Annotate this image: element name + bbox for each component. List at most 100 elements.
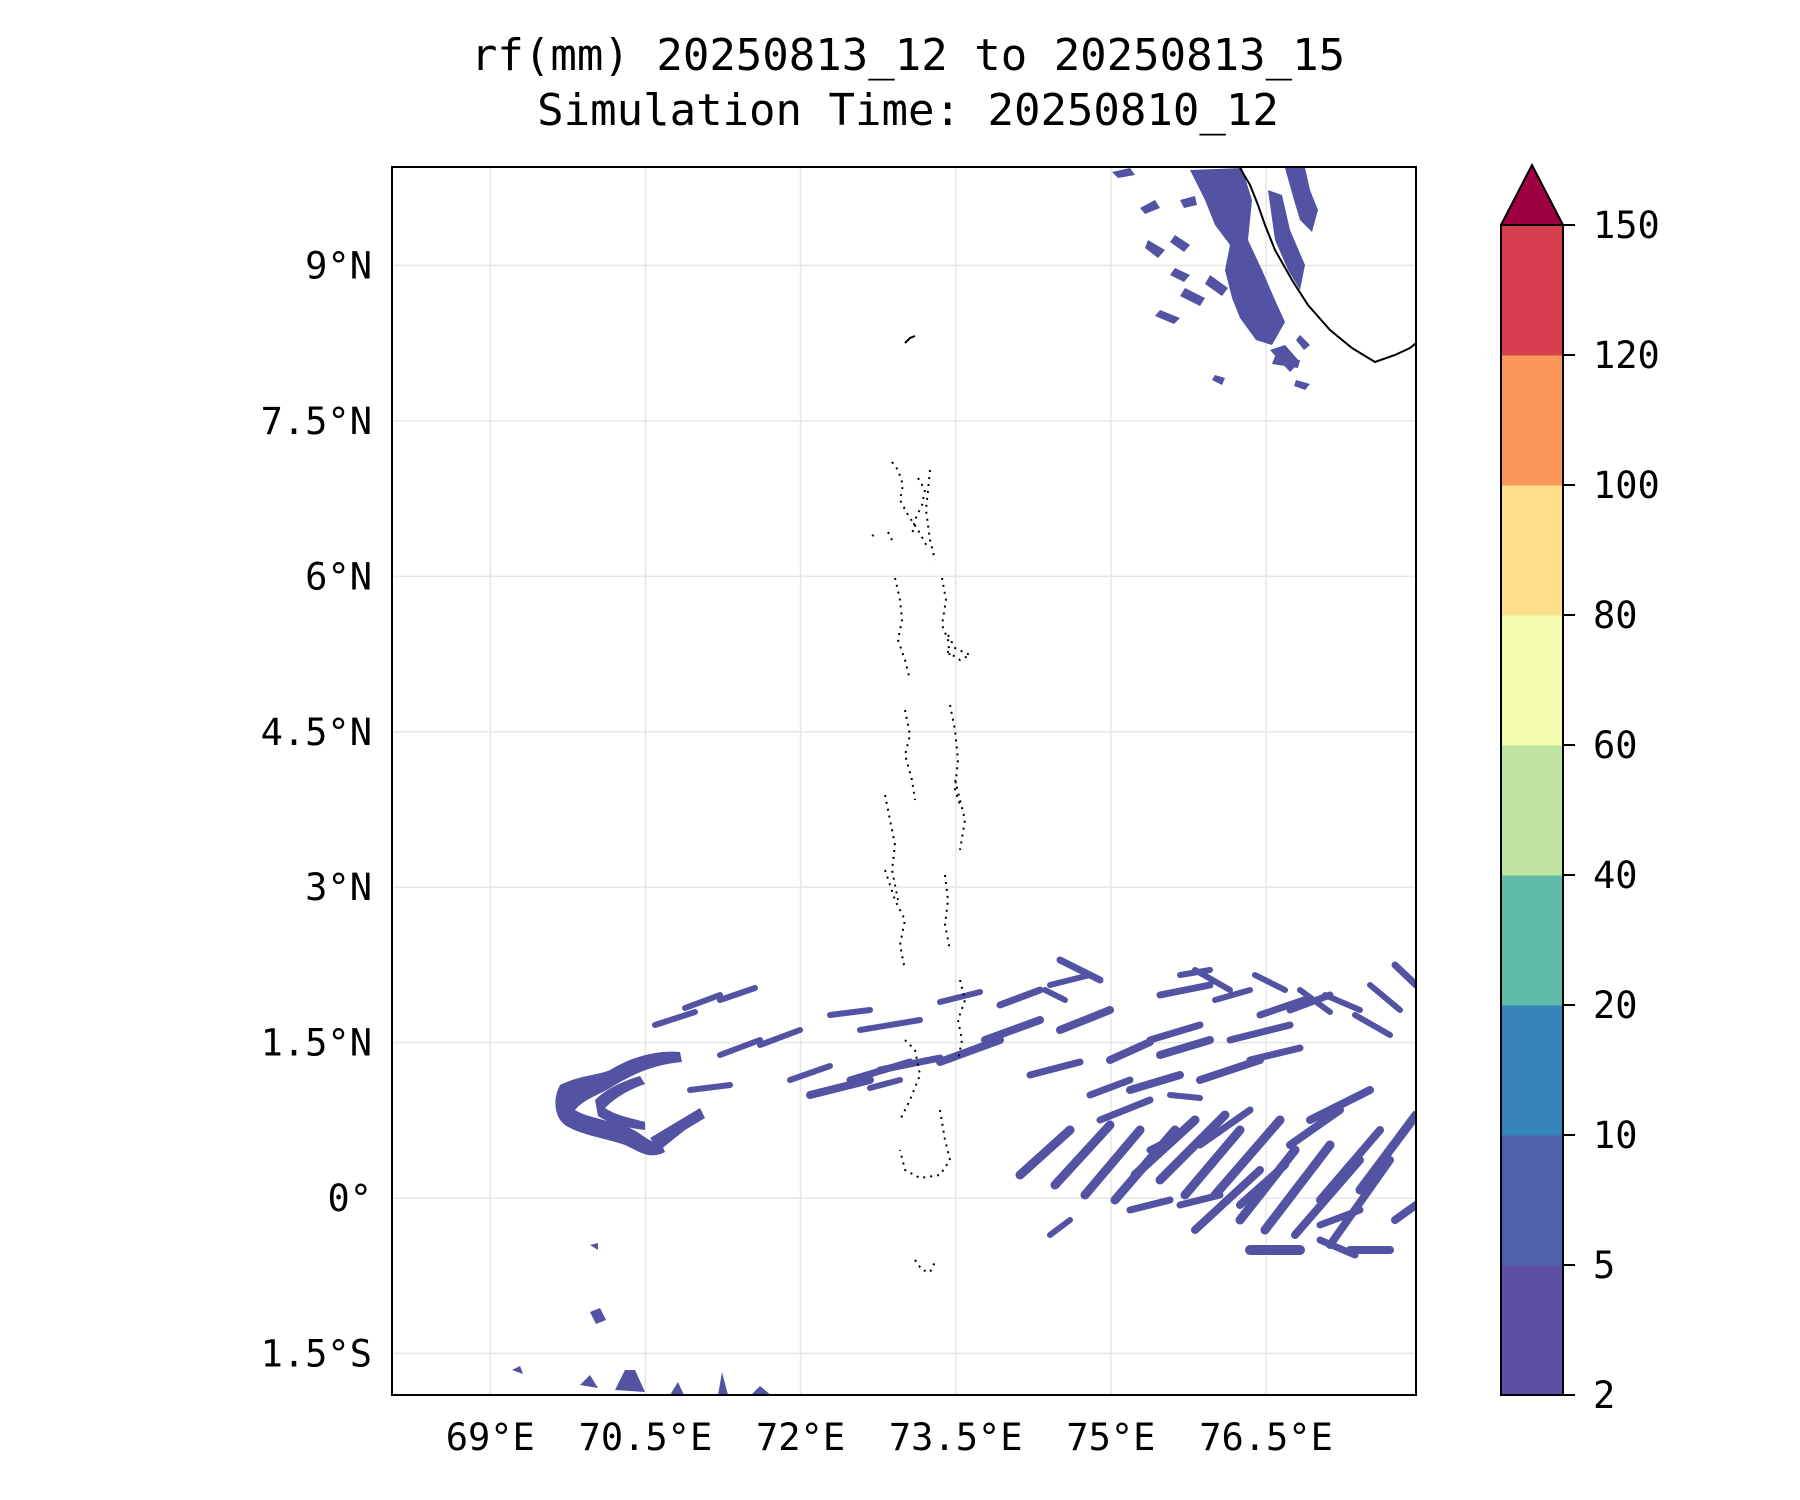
rain-streak (1297, 987, 1333, 1015)
rain-streak (1155, 1110, 1230, 1185)
rain-sw-5 (718, 1372, 728, 1395)
colorbar-tick-label: 10 (1593, 1114, 1638, 1157)
rain-streak (757, 1027, 803, 1048)
rain-streak (1196, 1106, 1254, 1149)
gridlines (392, 167, 1416, 1395)
rain-ring-inner (595, 1076, 645, 1130)
rain-streak (867, 1077, 903, 1091)
rain-streak (1056, 956, 1104, 984)
rain-streak (1080, 1125, 1145, 1200)
rain-streak (1236, 1161, 1289, 1209)
atoll (887, 531, 893, 541)
rain-streak (1326, 1156, 1394, 1249)
colorbar-bin (1501, 1265, 1563, 1396)
colorbar-extend-arrow (1501, 165, 1563, 225)
rain-sw-6 (752, 1386, 771, 1395)
rain-streak (1306, 1086, 1374, 1124)
atoll (884, 869, 907, 971)
atoll (924, 469, 936, 561)
colorbar-tick-label: 40 (1593, 854, 1638, 897)
rain-streak (876, 1054, 944, 1074)
rain-streak (1156, 1036, 1214, 1059)
rain-streak (1015, 1125, 1075, 1180)
rain-streak (652, 1009, 698, 1028)
rain-streak (1191, 1166, 1264, 1234)
colorbar-tick-label: 100 (1593, 464, 1660, 507)
rain-sw-4 (670, 1382, 684, 1395)
rain-streak (981, 1016, 1044, 1044)
rain-patch-ne-scatter-1 (1140, 200, 1160, 214)
rain-streak (1050, 1120, 1115, 1190)
colorbar-arrow-outline (1500, 162, 1564, 226)
rain-streak (1316, 1206, 1364, 1229)
colorbar-tick-label: 2 (1593, 1374, 1615, 1417)
colorbar-tick-label: 150 (1593, 204, 1660, 247)
rain-sw-8 (590, 1243, 598, 1250)
rain-streak (936, 1036, 1004, 1066)
y-tick-label: 9°N (305, 244, 372, 287)
rain-streak (937, 989, 983, 1005)
x-tick-label: 76.5°E (1199, 1416, 1333, 1459)
rain-patch-ne-scatter-6 (1180, 288, 1205, 306)
atoll (949, 704, 961, 806)
colorbar-tick-label: 120 (1593, 334, 1660, 377)
map-panel: 69°E 70.5°E 72°E 73.5°E 75°E 76.5°E 9°N 7.5°N 6… (261, 166, 1417, 1459)
y-tick-label: 7.5°N (261, 400, 372, 443)
x-axis-ticks: 69°E 70.5°E 72°E 73.5°E 75°E 76.5°E (446, 1416, 1333, 1459)
rain-streak (787, 1063, 833, 1083)
rain-streak (806, 1076, 874, 1099)
rain-streak (1352, 1012, 1393, 1038)
rain-streak (1212, 987, 1253, 1003)
rain-streak (1322, 992, 1363, 1013)
rain-streak (1252, 972, 1288, 993)
rain-patch-ne-scatter-7 (1155, 310, 1180, 324)
colorbar-tick-label: 60 (1593, 724, 1638, 767)
rain-streak (1096, 1096, 1154, 1124)
atoll (914, 1259, 936, 1274)
colorbar-bin (1501, 1135, 1563, 1266)
rain-streak (1180, 1125, 1245, 1200)
rain-streak (996, 986, 1044, 1009)
rain-patch-ne-scatter-9 (1212, 375, 1225, 385)
rain-band-streaks (652, 956, 1416, 1124)
colorbar-bin (1501, 1005, 1563, 1136)
island-north (904, 335, 916, 344)
title-line-1: rf(mm) 20250813_12 to 20250813_15 (471, 30, 1345, 81)
rainfall-contours (512, 168, 1416, 1395)
rain-ring-tail (650, 1108, 705, 1150)
rain-streak (1047, 972, 1093, 988)
rain-patch-ne-scatter-10 (1272, 356, 1300, 368)
rain-patch-ne-scatter-3 (1145, 240, 1165, 258)
x-tick-label: 72°E (756, 1416, 845, 1459)
rain-streak (682, 992, 723, 1011)
y-tick-label: 6°N (305, 555, 372, 598)
rain-streak (717, 1037, 763, 1058)
rain-streak (1286, 991, 1334, 1014)
rain-streak (1056, 1006, 1114, 1034)
atoll (899, 1109, 952, 1180)
atoll (954, 779, 967, 851)
rain-streak (1367, 982, 1403, 1013)
rain-streak (1026, 1058, 1084, 1079)
rain-streak (1291, 1156, 1364, 1239)
rain-streak (1316, 1126, 1384, 1204)
y-tick-label: 4.5°N (261, 711, 372, 754)
rain-streak (1156, 981, 1214, 999)
rain-patch-ne-scatter-5 (1170, 268, 1190, 282)
colorbar-bin (1501, 355, 1563, 486)
colorbar-tick-label: 20 (1593, 984, 1638, 1027)
rain-patch-ne-scatter-8 (1205, 275, 1228, 296)
colorbar-bin (1501, 875, 1563, 1006)
colorbar-bins (1501, 225, 1563, 1396)
rain-streak (1176, 1191, 1224, 1209)
rain-streak (1355, 1110, 1416, 1195)
atoll (894, 577, 911, 681)
atoll (940, 577, 951, 661)
colorbar-tick-label: 5 (1593, 1244, 1615, 1287)
colorbar-bin (1501, 745, 1563, 876)
coastline (904, 167, 1416, 364)
rain-streak (1260, 1140, 1335, 1235)
rain-sw-2 (615, 1370, 645, 1392)
maldives-atolls (871, 461, 973, 1274)
rain-ring-outer (555, 1051, 682, 1156)
